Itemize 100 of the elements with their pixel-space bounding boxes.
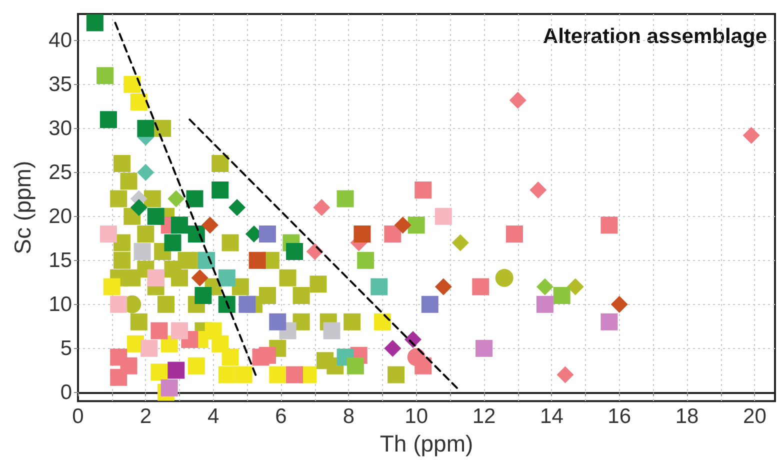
point xyxy=(269,366,286,384)
point xyxy=(218,296,236,313)
point xyxy=(191,269,208,286)
point xyxy=(354,225,371,242)
point xyxy=(198,252,216,269)
point xyxy=(137,164,154,181)
point xyxy=(434,208,452,225)
y-tick-label: 30 xyxy=(48,116,72,140)
point xyxy=(388,366,405,384)
point xyxy=(222,234,239,252)
x-tick-label: 16 xyxy=(608,405,632,428)
point xyxy=(100,225,117,242)
point xyxy=(323,322,340,340)
point xyxy=(414,181,432,198)
point xyxy=(506,225,523,242)
point xyxy=(536,296,554,313)
point xyxy=(421,296,438,313)
point xyxy=(384,340,402,357)
point xyxy=(530,181,547,198)
point xyxy=(86,14,104,32)
point xyxy=(310,276,327,293)
point xyxy=(204,322,222,340)
point xyxy=(130,199,148,216)
point xyxy=(154,120,172,137)
point xyxy=(536,278,554,296)
point xyxy=(137,225,154,242)
point xyxy=(566,278,584,296)
point xyxy=(407,348,426,366)
point xyxy=(600,216,618,234)
point xyxy=(157,296,174,313)
x-tick-label: 2 xyxy=(140,405,152,428)
x-tick-label: 20 xyxy=(743,405,766,428)
point xyxy=(495,268,514,287)
point xyxy=(188,357,205,374)
point xyxy=(357,252,374,269)
y-tick-label: 10 xyxy=(48,292,72,316)
point xyxy=(370,278,388,296)
point xyxy=(186,190,204,208)
y-tick-label: 15 xyxy=(48,248,72,272)
point xyxy=(452,234,469,252)
y-tick-label: 25 xyxy=(48,160,72,184)
point xyxy=(218,366,236,384)
y-tick-label: 35 xyxy=(48,72,72,96)
point xyxy=(150,322,168,340)
point xyxy=(258,287,276,304)
point xyxy=(134,243,151,260)
point xyxy=(144,190,161,208)
point xyxy=(120,172,138,190)
point xyxy=(336,190,354,208)
point xyxy=(124,76,141,93)
point xyxy=(279,269,296,286)
point xyxy=(235,366,252,384)
point xyxy=(110,296,128,313)
point xyxy=(610,296,628,313)
point xyxy=(100,111,117,128)
x-tick-label: 18 xyxy=(675,405,699,428)
point xyxy=(171,269,188,286)
point xyxy=(96,67,114,84)
point xyxy=(120,357,138,374)
point xyxy=(313,199,330,216)
point xyxy=(556,366,574,384)
point xyxy=(286,243,304,260)
y-tick-label: 5 xyxy=(60,336,72,360)
y-tick-label: 20 xyxy=(48,204,72,228)
point xyxy=(171,216,188,234)
point xyxy=(147,208,164,225)
x-tick-label: 12 xyxy=(472,405,496,428)
point xyxy=(140,340,158,357)
y-tick-label: 0 xyxy=(60,380,72,404)
point xyxy=(394,216,412,234)
annotation: Alteration assemblage xyxy=(542,25,768,48)
y-tick-label: 40 xyxy=(48,28,72,52)
point xyxy=(238,296,256,313)
point xyxy=(103,278,120,296)
point xyxy=(292,287,310,304)
point xyxy=(130,313,148,330)
point xyxy=(147,269,164,286)
point xyxy=(509,92,526,109)
point xyxy=(742,126,760,144)
point xyxy=(384,225,402,242)
point xyxy=(168,190,185,208)
point xyxy=(600,313,618,330)
point xyxy=(258,346,276,364)
point xyxy=(130,93,148,110)
point xyxy=(248,252,266,269)
point xyxy=(113,155,130,172)
point xyxy=(286,366,304,384)
point xyxy=(472,278,490,296)
point xyxy=(374,313,392,330)
x-tick-label: 8 xyxy=(342,405,355,428)
x-tick-label: 6 xyxy=(275,405,287,428)
point xyxy=(212,155,229,172)
point xyxy=(408,216,425,234)
point xyxy=(476,340,493,357)
point xyxy=(194,287,212,304)
point xyxy=(171,322,188,340)
point xyxy=(434,278,452,296)
x-tick-label: 10 xyxy=(404,405,428,428)
point xyxy=(228,199,246,216)
point xyxy=(150,364,168,381)
